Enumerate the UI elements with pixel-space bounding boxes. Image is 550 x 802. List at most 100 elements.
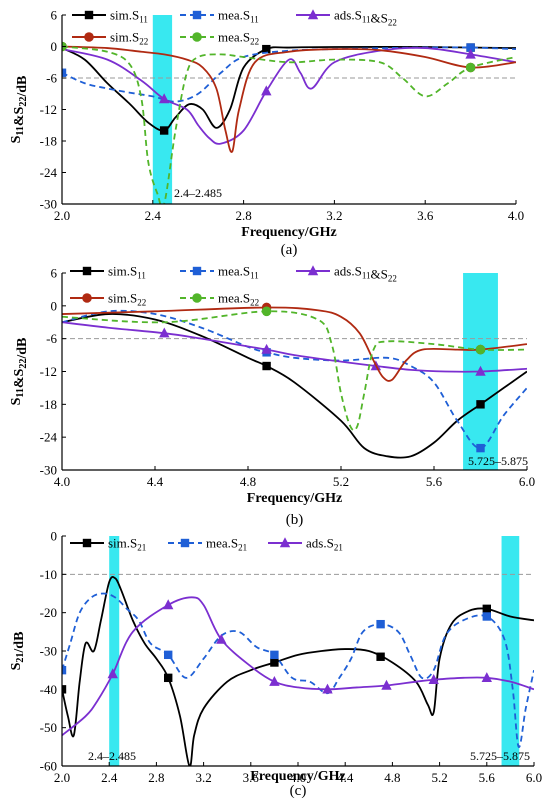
x-tick-label: 4.0 [290,770,306,785]
data-point-ads-s21 [428,674,439,684]
data-point-ads-s21 [481,672,492,683]
x-tick-label: 4.4 [147,474,164,489]
x-tick-label: 4.0 [54,474,70,489]
plot-area [62,576,534,766]
x-tick-label: 6.0 [526,770,542,785]
y-tick-label: -12 [40,102,57,117]
data-point-mea-s21 [376,619,385,629]
series-line-sim-s22 [62,306,527,382]
band-label: 5.725–5.875 [468,454,528,468]
series-line-mea-s11 [62,46,516,103]
legend: sim.S11 mea.S11 ads.S11&S22 sim.S22 mea.S22 [70,264,397,308]
data-point-mea-s22 [261,306,272,317]
x-tick-label: 4.8 [384,770,400,785]
data-point-sim-s21 [164,673,173,683]
panel-label: (a) [281,242,298,258]
data-point-ads-s11-s22 [261,343,272,354]
y-tick-label: -10 [40,567,57,582]
legend-swatch-marker [192,32,202,42]
legend-swatch-marker [307,9,319,20]
x-tick-label: 4.8 [240,474,256,489]
legend-swatch-marker [84,32,94,42]
data-point-ads-s21 [107,668,118,679]
legend-label: ads.S11&S22 [334,8,397,28]
x-tick-label: 5.2 [431,770,447,785]
legend-label: mea.S11 [218,264,259,281]
data-point-ads-s21 [381,679,392,690]
legend-swatch-marker [84,10,94,20]
chart-b: 4.0 4.4 4.8 5.2 5.6 6.0 6 0 -6 -12 -18 -24 -30 Freque… [9,264,535,529]
data-point-mea-s22 [475,344,486,355]
data-point-mea-s21 [482,612,491,621]
y-tick-label: -12 [40,364,57,379]
legend-swatch-marker [82,538,92,548]
y-tick-label: -30 [40,197,57,212]
legend-label: mea.S11 [218,8,259,25]
x-tick-label: 3.6 [243,770,260,785]
data-point-ads-s11-s22 [475,365,486,376]
x-axis-label: Frequency/GHz [241,225,336,240]
series-line-mea-s22 [62,45,516,204]
band-label: 5.725–5.875 [470,749,530,763]
y-tick-label: -20 [40,605,57,620]
data-point-sim-s21 [270,658,279,667]
legend-label: mea.S22 [218,291,259,308]
data-point-ads-s11-s22 [465,48,476,59]
data-point-ads-s21 [322,683,333,694]
y-tick-label: -60 [40,759,57,774]
data-point-sim-s11 [262,361,271,371]
legend-swatch-marker [82,293,92,303]
series-line-mea-s22 [62,310,527,432]
y-tick-label: 6 [51,266,58,281]
data-point-sim-s11 [476,400,485,409]
x-tick-label: 2.0 [54,208,70,223]
x-tick-label: 2.4 [145,208,162,223]
plot-area [62,41,516,204]
legend-swatch-marker [192,266,202,276]
data-point-mea-s21 [62,665,67,675]
data-point-mea-s11 [466,43,475,52]
legend-label: sim.S22 [110,30,148,47]
frequency-band [109,536,120,766]
series-line-sim-s22 [62,45,516,153]
y-tick-label: 6 [51,8,58,23]
x-axis-label: Frequency/GHz [247,491,342,506]
series-line-mea-s11 [62,309,527,450]
x-tick-label: 5.2 [333,474,349,489]
frequency-band [152,15,173,204]
legend-label: sim.S11 [110,8,148,25]
frequency-band [501,536,520,766]
x-tick-label: 2.8 [148,770,164,785]
data-point-mea-s21 [164,650,173,660]
data-point-ads-s21 [269,675,280,686]
legend-label: ads.S11&S22 [334,264,397,284]
x-tick-label: 3.2 [195,770,211,785]
legend: sim.S21 mea.S21 ads.S21 [70,536,343,553]
series-line-sim-s11 [62,46,516,132]
series-line-mea-s21 [62,592,534,748]
plot-area [62,302,527,459]
y-tick-label: -18 [40,134,57,149]
y-tick-label: -50 [40,720,57,735]
y-axis-label: S11&S22/dB [9,76,30,144]
legend-label: mea.S21 [206,536,247,553]
y-tick-label: -18 [40,397,57,412]
data-point-sim-s11 [159,126,169,135]
legend-label: sim.S11 [108,264,146,281]
x-tick-label: 2.4 [101,770,118,785]
legend-swatch-marker [307,265,319,276]
x-tick-label: 5.6 [479,770,496,785]
band-label: 2.4–2.485 [88,749,136,763]
legend-label: sim.S22 [108,291,146,308]
legend-swatch-marker [279,537,291,548]
data-point-mea-s11 [62,68,67,77]
y-tick-label: -24 [40,430,58,445]
x-axis-label: Frequency/GHz [250,769,345,784]
data-point-ads-s21 [216,633,227,644]
x-tick-label: 3.2 [326,208,342,223]
y-tick-label: 0 [51,529,58,544]
series-line-sim-s21 [62,576,534,766]
x-tick-label: 5.6 [426,474,443,489]
data-point-ads-s21 [163,599,174,610]
